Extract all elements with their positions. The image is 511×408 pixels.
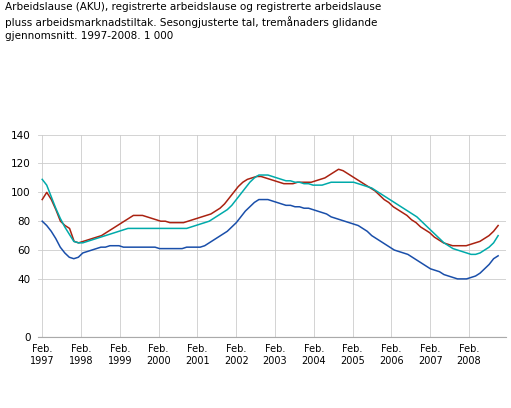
Text: Arbeidslause (AKU), registrerte arbeidslause og registrerte arbeidslause
pluss a: Arbeidslause (AKU), registrerte arbeidsl… xyxy=(5,2,381,41)
